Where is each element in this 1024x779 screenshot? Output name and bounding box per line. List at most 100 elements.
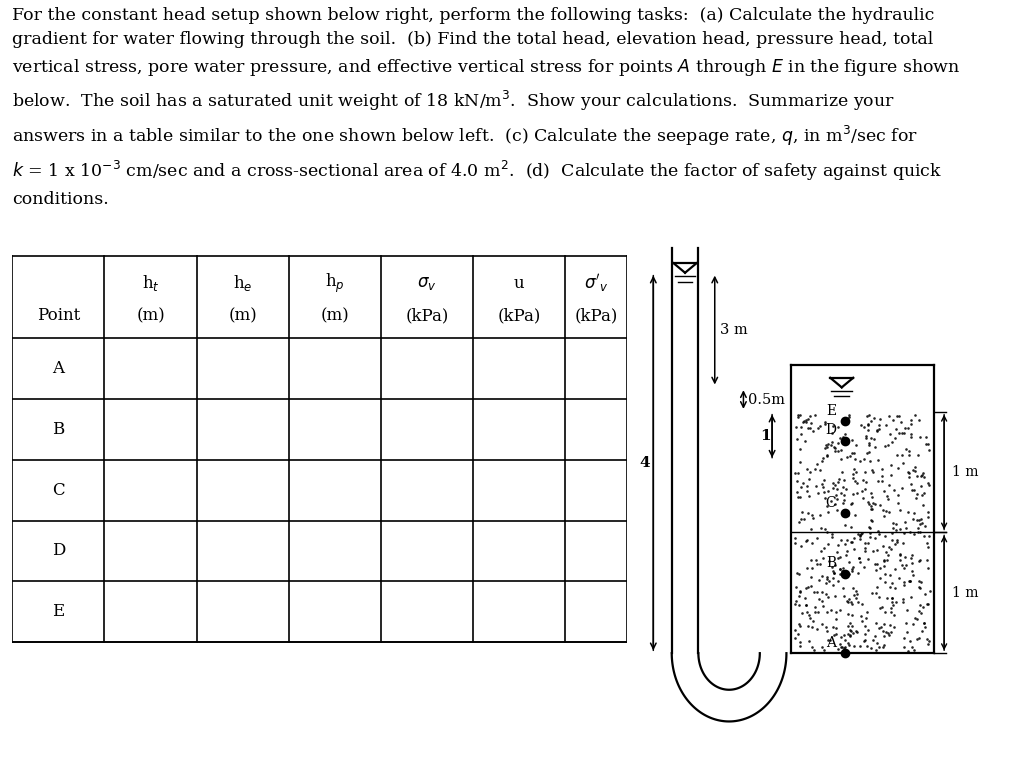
Point (904, 513, 921, 525)
Point (804, 509, 820, 521)
Text: $\sigma_v$: $\sigma_v$ (417, 275, 437, 292)
Point (841, 411, 857, 423)
Point (859, 410, 876, 422)
Text: B: B (826, 556, 836, 570)
Text: C: C (52, 481, 65, 499)
Point (802, 612, 818, 624)
Point (866, 558, 883, 570)
Point (861, 530, 878, 543)
Point (791, 599, 807, 612)
Point (824, 572, 841, 584)
Point (905, 464, 922, 476)
Point (824, 530, 841, 543)
Point (869, 636, 886, 649)
Point (890, 461, 906, 474)
Point (881, 506, 897, 518)
Point (800, 619, 816, 632)
Point (792, 590, 808, 602)
Point (922, 584, 938, 597)
Point (862, 527, 879, 539)
Point (918, 520, 934, 532)
Point (808, 554, 824, 566)
Point (820, 591, 837, 604)
Point (842, 629, 858, 642)
Point (886, 484, 902, 496)
Point (793, 586, 809, 598)
Point (845, 627, 861, 640)
Point (826, 441, 843, 453)
Point (836, 481, 852, 494)
Point (841, 596, 857, 608)
Point (842, 450, 858, 463)
Point (787, 421, 804, 433)
Point (823, 495, 840, 507)
Point (834, 631, 850, 643)
Point (897, 551, 913, 563)
Point (844, 565, 860, 577)
Text: Point: Point (37, 307, 80, 324)
Point (882, 619, 898, 631)
Point (850, 552, 866, 565)
Point (787, 531, 804, 544)
Point (916, 588, 933, 601)
Point (882, 580, 898, 593)
Point (829, 445, 846, 457)
Text: A: A (52, 360, 65, 377)
Point (862, 432, 879, 444)
Point (880, 626, 896, 639)
Point (840, 628, 856, 640)
Point (911, 518, 928, 530)
Point (815, 542, 831, 555)
Text: E: E (826, 404, 836, 418)
Point (828, 493, 845, 506)
Point (819, 634, 836, 647)
Point (869, 580, 886, 593)
Point (855, 453, 871, 465)
Point (801, 581, 817, 594)
Point (909, 449, 926, 461)
Point (847, 453, 863, 465)
Point (894, 449, 910, 462)
Point (791, 516, 807, 528)
Point (846, 463, 862, 475)
Point (849, 486, 865, 499)
Point (878, 546, 894, 559)
Point (861, 498, 878, 510)
Point (793, 540, 809, 552)
Point (897, 422, 913, 435)
Point (825, 578, 842, 590)
Point (898, 559, 914, 571)
Point (848, 625, 864, 637)
Point (884, 577, 900, 590)
Point (910, 513, 927, 526)
Point (891, 572, 907, 584)
Point (881, 411, 897, 423)
Point (869, 424, 886, 436)
Point (831, 563, 848, 576)
Text: A: A (826, 636, 836, 650)
Point (894, 427, 910, 439)
Point (902, 635, 919, 647)
Point (857, 633, 873, 646)
Point (829, 421, 846, 433)
Point (836, 474, 852, 486)
Point (842, 408, 858, 421)
Point (889, 536, 905, 548)
Point (887, 432, 903, 445)
Point (836, 494, 852, 506)
Point (877, 530, 893, 542)
Point (870, 622, 887, 634)
Point (856, 466, 872, 478)
Point (906, 465, 923, 478)
Point (806, 585, 822, 597)
Point (861, 439, 878, 452)
Point (793, 428, 809, 440)
Point (813, 640, 829, 653)
Point (795, 416, 811, 428)
Point (905, 569, 922, 582)
Point (882, 569, 898, 582)
Point (894, 481, 910, 494)
Point (854, 615, 870, 627)
Point (876, 560, 892, 573)
Point (835, 431, 851, 443)
